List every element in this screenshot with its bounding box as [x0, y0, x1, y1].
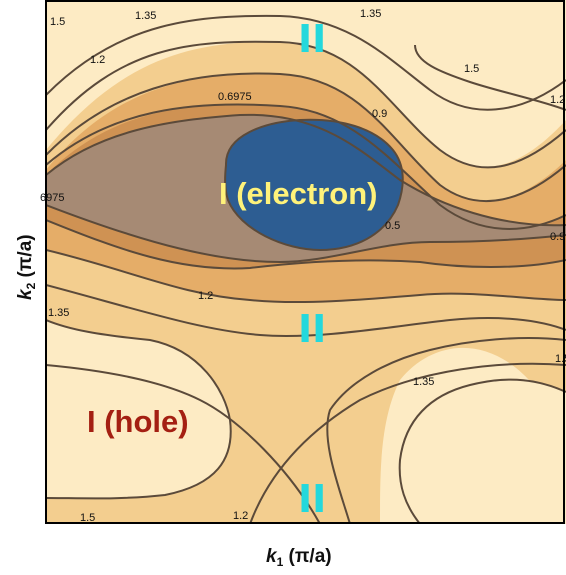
contour-line-2: [46, 40, 566, 169]
contour-labels: 1.5 1.35 1.35 1.2 1.5 0.6975 0.9 1.2 697…: [40, 8, 566, 524]
contour-line-9: [46, 284, 566, 338]
contour-line-3: [46, 72, 566, 203]
contour-line-4: [46, 103, 566, 230]
electron-region-label: I (electron): [219, 176, 377, 211]
contour-label: 0.5: [385, 220, 400, 232]
contour-line-8: [46, 249, 566, 304]
contour-line-5: [46, 113, 566, 227]
lower-right-pocket: [399, 379, 566, 524]
contour-label: 6975: [40, 192, 64, 204]
contour-lines: [46, 14, 566, 524]
region-two-label-bottom: II: [298, 477, 326, 521]
contour-label: 1.5: [50, 16, 65, 28]
plot-area: [46, 0, 566, 524]
contour-line-15: [249, 362, 566, 524]
contour-label: 1.2: [233, 510, 248, 522]
contour-label: 1.2: [90, 54, 105, 66]
contour-label: 1.35: [360, 8, 381, 20]
region-two-label-middle: II: [298, 307, 326, 351]
contour-line-6: [46, 204, 566, 264]
hole-region-label: I (hole): [87, 404, 189, 439]
contour-label: 1.5: [555, 353, 566, 365]
y-axis-title: k2 (π/a): [15, 234, 38, 300]
x-axis-title: k1 (π/a): [266, 546, 332, 569]
upper-right-pocket: [415, 0, 566, 110]
hole-pocket: [46, 320, 231, 499]
contour-line-1: [46, 14, 566, 111]
contour-label: 0.9: [550, 231, 565, 243]
region-two-label-top: II: [298, 17, 326, 61]
contour-line-14: [46, 364, 321, 524]
contour-line-11: [414, 44, 566, 111]
contour-label: 1.2: [550, 94, 565, 106]
plot-frame: [45, 0, 565, 524]
contour-label: 0.6975: [218, 91, 252, 103]
contour-label: 1.5: [80, 512, 95, 524]
contour-label: 1.5: [464, 63, 479, 75]
contour-label: 1.35: [413, 376, 434, 388]
contour-label: 1.2: [198, 290, 213, 302]
contour-label: 1.35: [135, 10, 156, 22]
contour-line-7: [46, 219, 566, 270]
contour-line-16: [224, 118, 404, 252]
electron-pocket: [225, 119, 403, 250]
contour-label: 1.35: [48, 307, 69, 319]
contour-label: 0.9: [372, 108, 387, 120]
contour-line-13: [326, 337, 566, 524]
contour-line-12: [398, 378, 566, 524]
